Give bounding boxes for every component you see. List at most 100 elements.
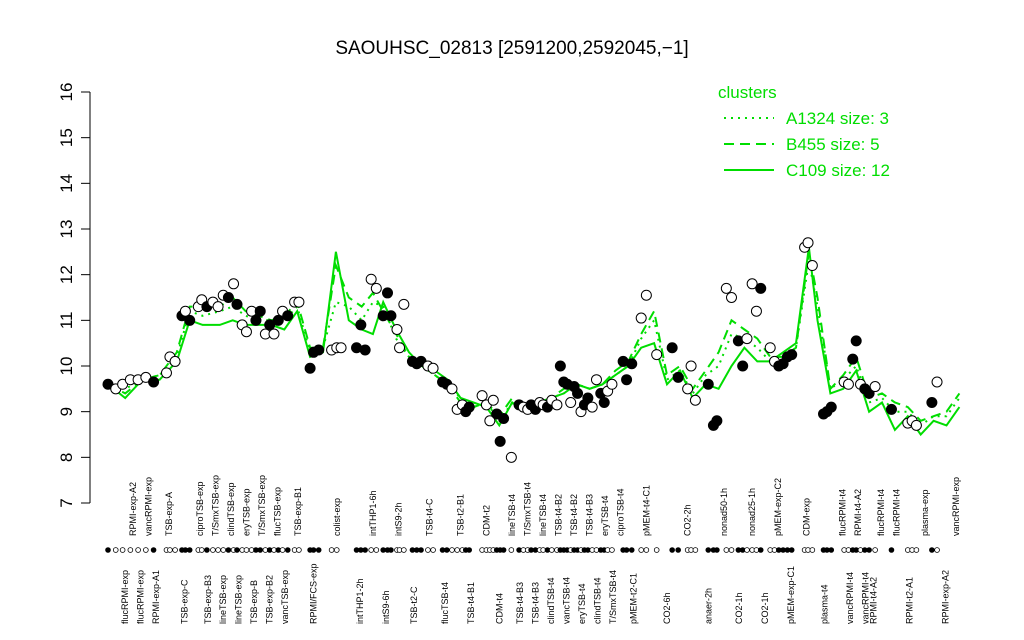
x-tick-label: CDM-exp — [801, 498, 811, 536]
data-point-filled — [264, 319, 276, 331]
rug-mark-open — [333, 547, 340, 553]
rug-mark-filled — [705, 547, 712, 553]
data-point-open — [931, 376, 943, 388]
data-point-filled — [926, 397, 938, 409]
x-tick-label: flucTSB-t4 — [440, 582, 450, 624]
data-point-filled — [702, 378, 714, 390]
x-tick-label: TSB-exp-B — [249, 580, 259, 624]
data-point-filled — [382, 287, 393, 299]
x-tick-label: flucRPMI-exp — [120, 570, 130, 624]
x-tick-label: RPMI/FCS-exp — [309, 563, 319, 624]
x-tick-label: eryTSB-t4 — [577, 583, 587, 624]
x-tick-label: pMEM-t4-C1 — [641, 485, 651, 536]
chart-title: SAOUHSC_02813 [2591200,2592045,−1] — [335, 38, 688, 59]
data-point-open — [487, 394, 499, 406]
data-point-open — [651, 349, 663, 361]
rug-mark-filled — [225, 547, 232, 553]
rug-mark-open — [638, 547, 644, 553]
rug-mark-filled — [204, 547, 210, 553]
rug-mark-filled — [388, 547, 394, 553]
y-tick-label: 8 — [57, 453, 76, 462]
data-point-open — [505, 451, 517, 463]
x-tick-label: TSB-t4-B3 — [585, 494, 595, 536]
data-point-open — [391, 323, 403, 335]
data-point-filled — [666, 342, 678, 354]
legend: clusters A1324 size: 3 B455 size: 5 C109 s… — [718, 83, 890, 180]
rug-mark-filled — [315, 547, 322, 553]
x-tick-label: clindTSB-t4 — [546, 577, 556, 624]
data-point-open — [370, 282, 382, 294]
y-tick-label: 13 — [57, 220, 76, 239]
rug-mark-open — [425, 547, 431, 553]
rug-mark-filled — [828, 547, 835, 553]
rug-mark-open — [643, 547, 650, 553]
data-point-filled — [304, 362, 316, 374]
rug-mark-open — [723, 547, 730, 553]
rug-mark-filled — [669, 547, 675, 553]
data-point-filled — [582, 392, 594, 404]
data-point-open — [268, 328, 280, 340]
data-point-open — [802, 237, 814, 249]
rug-mark-open — [167, 547, 173, 553]
rug-mark-open — [135, 547, 141, 553]
data-point-filled — [672, 371, 684, 383]
data-point-filled — [148, 376, 160, 388]
x-tick-label: plasma-t4 — [819, 584, 829, 624]
x-tick-label: pMEM-exp-C2 — [773, 478, 783, 536]
rug-mark-open — [449, 547, 455, 553]
rug-mark-filled — [714, 547, 720, 553]
x-tick-label: TSB-exp-B2 — [265, 575, 275, 624]
x-tick-label: nonad25-1h — [747, 488, 757, 536]
data-point-open — [179, 305, 191, 317]
x-tick-label: colist-exp — [332, 498, 342, 536]
y-tick-label: 10 — [57, 357, 76, 376]
x-tick-label: TSB-t4-B3 — [530, 582, 540, 624]
data-point-filled — [359, 344, 371, 356]
x-tick-label: vancTSB-exp — [280, 570, 290, 624]
x-tick-label: CO2-1h — [760, 592, 770, 624]
rug-mark-open — [430, 547, 436, 553]
x-tick-label: vancRPMI-exp — [951, 477, 961, 536]
x-tick-label: flucRPMI-exp — [136, 570, 146, 624]
data-point-filled — [786, 349, 798, 361]
x-tick-label: CDM-t2 — [481, 505, 491, 536]
rug-mark-filled — [888, 547, 895, 553]
data-point-filled — [737, 360, 749, 372]
x-tick-label: eryTSB-t4 — [600, 495, 610, 536]
rug-mark-open — [508, 547, 515, 553]
data-point-filled — [498, 413, 510, 425]
data-point-open — [586, 401, 598, 413]
data-point-open — [869, 381, 881, 393]
x-tick-label: TSB-t2-C — [409, 586, 419, 624]
points-layer — [102, 237, 943, 463]
data-point-open — [365, 273, 377, 285]
rug-mark-filled — [186, 547, 193, 553]
x-tick-label: flucRPMI-t4 — [876, 489, 886, 536]
data-point-open — [842, 378, 854, 390]
rug-mark-open — [119, 547, 126, 553]
data-point-filled — [313, 344, 325, 356]
rug-mark-open — [809, 547, 816, 553]
x-tick-label: RPMI-t4-A2 — [853, 489, 863, 536]
x-tick-label: lineTSB-t4 — [538, 494, 548, 536]
x-tick-label: pMEM-t2-C1 — [628, 573, 638, 624]
x-tick-label: TSB-t4-B2 — [569, 494, 579, 536]
x-tick-label: TSB-t4-B1 — [466, 582, 476, 624]
data-point-open — [565, 397, 577, 409]
rug-mark-open — [220, 547, 227, 553]
x-tick-label: eryTSB-exp — [241, 488, 251, 536]
rug-mark-filled — [284, 547, 291, 553]
rug-mark-open — [215, 547, 221, 553]
data-point-open — [335, 342, 347, 354]
data-point-open — [606, 378, 618, 390]
data-point-open — [720, 282, 732, 294]
data-point-filled — [554, 360, 566, 372]
x-tick-label: intS9-6h — [381, 590, 391, 624]
series-line-dashed — [107, 251, 961, 422]
data-point-open — [293, 296, 305, 308]
rug-mark-open — [368, 547, 374, 553]
data-point-filled — [598, 397, 610, 409]
x-tick-label: lineTSB-exp — [234, 575, 244, 624]
data-point-open — [806, 260, 818, 272]
legend-label: B455 size: 5 — [786, 135, 880, 154]
